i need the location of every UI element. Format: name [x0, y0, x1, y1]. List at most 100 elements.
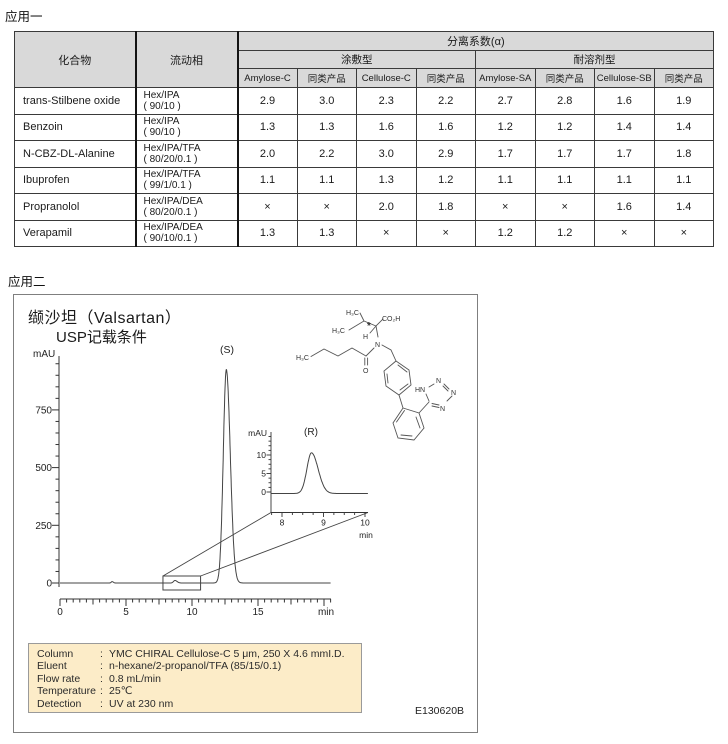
structure-label-n3: N [451, 390, 456, 397]
cell-alpha-value: × [475, 193, 536, 221]
x-tick-label: 10 [186, 607, 198, 618]
structure-label-n: N [375, 342, 380, 349]
table-header-row-top: 化合物 流动相 分离系数(α) [14, 31, 715, 88]
cell-alpha-value: 1.3 [356, 166, 417, 194]
cell-alpha-value: × [534, 193, 595, 221]
mobile-phase-line: Hex/IPA [143, 116, 180, 128]
cell-alpha-value: 2.2 [296, 140, 357, 168]
y-tick-label: 500 [35, 463, 52, 474]
cell-compound: Benzoin [14, 113, 136, 141]
figure-title: 缬沙坦（Valsartan） [28, 310, 182, 327]
inset-chromatogram-trace [270, 452, 368, 494]
inset-y-axis-unit-label: mAU [248, 428, 267, 438]
inset-y-tick-label: 5 [261, 469, 266, 479]
mobile-phase-line: Hex/IPA/DEA [143, 195, 203, 207]
col-header-mobile-phase: 流动相 [134, 31, 238, 88]
cell-alpha-value: 1.7 [475, 140, 536, 168]
cell-alpha-value: × [415, 219, 476, 247]
x-axis-unit-label: min [318, 607, 334, 618]
condition-value: YMC CHIRAL Cellulose-C 5 μm, 250 X 4.6 m… [109, 648, 345, 660]
figure-id: E130620B [415, 705, 465, 717]
cell-alpha-value: 1.1 [653, 166, 715, 194]
cell-alpha-value: 1.1 [296, 166, 357, 194]
cell-alpha-value: × [236, 193, 298, 221]
separation-factor-table: 化合物 流动相 分离系数(α) 涂敷型 耐溶剂型 Amylose-C 同类产品 … [14, 31, 715, 247]
mobile-phase-line: ( 99/1/0.1 ) [143, 180, 192, 192]
col-header-cellulose-c: Cellulose-C [356, 68, 417, 88]
cell-alpha-value: 1.6 [594, 193, 655, 221]
cell-alpha-value: × [653, 219, 715, 247]
condition-row-temperature: Temperature:25℃ [37, 685, 361, 697]
col-group-coated: 涂敷型 [236, 50, 476, 69]
mobile-phase-line: ( 90/10 ) [143, 100, 181, 112]
peak-r-label: (R) [304, 427, 318, 438]
structure-label-methyl-3: H₃C [296, 355, 309, 362]
table-row: Benzoin Hex/IPA( 90/10 ) 1.3 1.3 1.6 1.6 1.2 1.… [14, 113, 715, 141]
col-header-compound: 化合物 [14, 31, 136, 88]
chromatogram-figure: H₃C H₃C H₃C CO₂H * H N O HN N N N 0 250 50… [13, 294, 478, 733]
peak-s-label: (S) [220, 344, 234, 356]
conditions-box: Column: YMC CHIRAL Cellulose-C 5 μm, 250 … [28, 643, 362, 713]
cell-alpha-value: 1.1 [594, 166, 655, 194]
valsartan-structure-icon: H₃C H₃C H₃C CO₂H * H N O HN N N N [296, 310, 456, 441]
col-header-cellulose-sb: Cellulose-SB [594, 68, 655, 88]
table-row: N-CBZ-DL-Alanine Hex/IPA/TFA( 80/20/0.1 )… [14, 140, 715, 168]
condition-value: 25℃ [109, 685, 133, 698]
figure-subtitle: USP记载条件 [56, 329, 147, 346]
cell-alpha-value: 2.0 [236, 140, 298, 168]
mobile-phase-line: Hex/IPA/TFA [143, 169, 201, 181]
col-group-solvent-resistant: 耐溶剂型 [474, 50, 715, 69]
table-row: Ibuprofen Hex/IPA/TFA( 99/1/0.1 ) 1.1 1.1 1.… [14, 166, 715, 194]
condition-row-flow-rate: Flow rate:0.8 mL/min [37, 673, 361, 685]
condition-separator: : [100, 697, 103, 710]
x-tick-label: 15 [252, 607, 264, 618]
x-tick-label: 0 [57, 607, 63, 618]
inset-axes [266, 432, 368, 517]
mobile-phase-line: ( 80/20/0.1 ) [143, 206, 198, 218]
condition-value: n-hexane/2-propanol/TFA (85/15/0.1) [109, 660, 282, 673]
cell-alpha-value: 3.0 [356, 140, 417, 168]
inset-x-tick-label: 8 [280, 518, 285, 528]
y-tick-label: 250 [35, 521, 52, 532]
col-header-amylose-sa: Amylose-SA [475, 68, 536, 88]
section-label-app1: 应用一 [5, 10, 43, 24]
cell-alpha-value: 1.6 [594, 87, 655, 115]
cell-alpha-value: 2.7 [475, 87, 536, 115]
chromatogram-svg: H₃C H₃C H₃C CO₂H * H N O HN N N N 0 250 50… [33, 310, 456, 618]
cell-alpha-value: 1.1 [236, 166, 298, 194]
inset-y-tick-label: 10 [257, 450, 267, 460]
cell-alpha-value: 1.2 [415, 166, 476, 194]
cell-alpha-value: 1.1 [534, 166, 595, 194]
col-header-equivalent-4: 同类产品 [653, 68, 715, 88]
cell-alpha-value: 2.3 [356, 87, 417, 115]
col-header-equivalent-1: 同类产品 [296, 68, 357, 88]
section-label-app2: 应用二 [8, 275, 46, 289]
cell-alpha-value: 1.4 [653, 113, 715, 141]
cell-alpha-value: 1.2 [475, 113, 536, 141]
cell-compound: Verapamil [14, 219, 136, 247]
cell-alpha-value: × [296, 193, 357, 221]
cell-alpha-value: 1.8 [415, 193, 476, 221]
cell-compound: trans-Stilbene oxide [14, 87, 136, 115]
main-axis-labels: 0 250 500 750 0 5 10 15 min mAU (S) [33, 344, 334, 618]
inset-x-tick-label: 10 [360, 518, 370, 528]
cell-alpha-value: 1.6 [415, 113, 476, 141]
structure-label-h: H [363, 334, 368, 341]
cell-alpha-value: 1.7 [534, 140, 595, 168]
y-axis-unit-label: mAU [33, 349, 55, 360]
cell-alpha-value: 1.3 [236, 219, 298, 247]
cell-alpha-value: 2.9 [415, 140, 476, 168]
cell-alpha-value: 1.3 [296, 113, 357, 141]
condition-separator: : [100, 648, 103, 660]
condition-separator: : [100, 672, 103, 685]
cell-alpha-value: 1.3 [296, 219, 357, 247]
structure-label-hn: HN [415, 387, 425, 394]
cell-alpha-value: 2.8 [534, 87, 595, 115]
table-row: Verapamil Hex/IPA/DEA( 90/10/0.1 ) 1.3 1.3 ×… [14, 219, 715, 247]
mobile-phase-line: Hex/IPA/DEA [143, 222, 203, 234]
cell-alpha-value: 3.0 [296, 87, 357, 115]
condition-label: Flow rate [37, 672, 81, 685]
condition-separator: : [100, 660, 103, 673]
mobile-phase-line: Hex/IPA/TFA [143, 142, 201, 154]
y-tick-label: 750 [35, 405, 52, 416]
